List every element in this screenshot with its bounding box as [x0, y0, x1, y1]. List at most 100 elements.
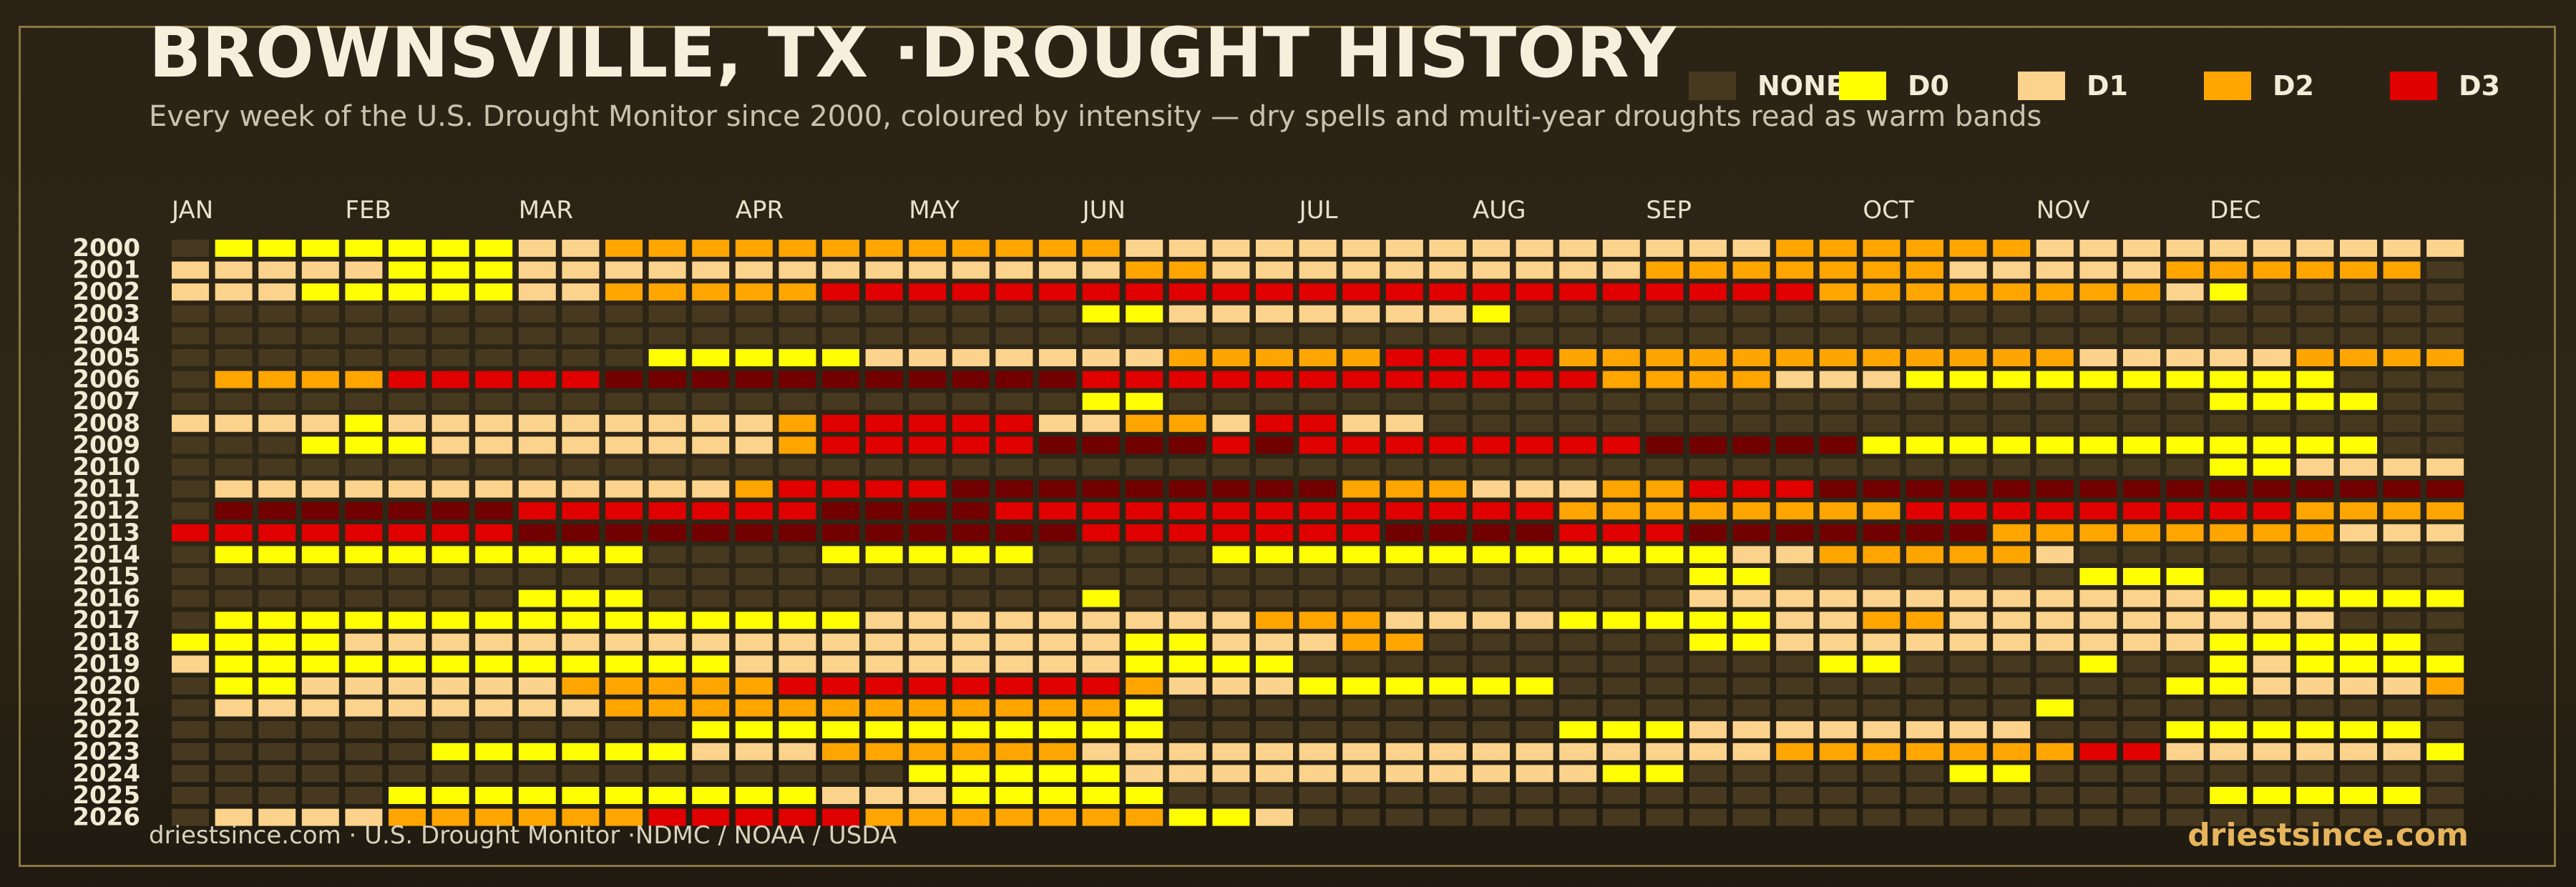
year-label-2011: 2011 [72, 475, 140, 504]
week-cell [1949, 524, 1987, 541]
week-cell [1473, 283, 1510, 301]
week-cell [2210, 305, 2248, 323]
week-cell [1602, 459, 1640, 476]
week-cell [2340, 305, 2377, 323]
week-cell [1256, 655, 1293, 673]
week-cell [2383, 699, 2421, 717]
week-cell [1212, 633, 1250, 651]
week-cell [2253, 502, 2290, 520]
week-cell [1906, 589, 1943, 607]
week-cell [1126, 589, 1163, 607]
week-cell [2123, 261, 2160, 279]
week-cell [2426, 261, 2464, 279]
week-cell [1863, 765, 1901, 783]
week-cell [1212, 655, 1250, 673]
week-cell [1169, 349, 1206, 366]
week-cell [2340, 459, 2377, 476]
week-cell [1993, 349, 2031, 366]
week-cell [431, 655, 469, 673]
week-cell [1082, 480, 1120, 498]
week-cell [2079, 765, 2117, 783]
week-cell [1473, 612, 1510, 629]
week-cell [389, 305, 426, 323]
week-cell [475, 283, 513, 301]
week-cell [1385, 808, 1423, 826]
week-cell [1212, 677, 1250, 695]
week-cell [1385, 568, 1423, 585]
week-cell [1732, 765, 1770, 783]
week-cell [1776, 393, 1814, 411]
week-cell [822, 414, 859, 432]
week-cell [475, 677, 513, 695]
week-cell [1126, 568, 1163, 585]
week-cell [995, 743, 1033, 760]
week-cell [172, 633, 209, 651]
week-cell [1646, 371, 1684, 388]
week-cell [1906, 699, 1943, 717]
week-cell [1602, 502, 1640, 520]
week-cell [1689, 568, 1727, 585]
week-cell [215, 612, 253, 629]
week-cell [909, 568, 947, 585]
week-cell [1169, 589, 1206, 607]
week-cell [258, 261, 296, 279]
year-label-2021: 2021 [72, 694, 140, 722]
week-cell [1819, 414, 1857, 432]
week-cell [1256, 283, 1293, 301]
week-cell [1646, 568, 1684, 585]
week-cell [1385, 546, 1423, 564]
week-cell [1602, 589, 1640, 607]
week-cell [389, 459, 426, 476]
week-cell [389, 655, 426, 673]
week-cell [1299, 808, 1337, 826]
week-cell [431, 787, 469, 804]
week-cell [865, 765, 903, 783]
week-cell [1473, 261, 1510, 279]
week-cell [1126, 808, 1163, 826]
week-cell [995, 327, 1033, 345]
week-cell [2340, 589, 2377, 607]
week-cell [562, 546, 600, 564]
week-cell [2036, 589, 2074, 607]
week-cell [431, 568, 469, 585]
week-cell [2079, 787, 2117, 804]
week-cell [605, 743, 643, 760]
week-cell [1256, 327, 1293, 345]
week-cell [172, 240, 209, 257]
week-cell [2253, 633, 2290, 651]
week-cell [258, 721, 296, 739]
week-cell [2210, 787, 2248, 804]
week-cell [2296, 261, 2334, 279]
week-cell [345, 612, 383, 629]
week-cell [1299, 327, 1337, 345]
week-cell [431, 327, 469, 345]
week-cell [909, 349, 947, 366]
week-cell [301, 677, 339, 695]
week-cell [562, 589, 600, 607]
week-cell [1863, 721, 1901, 739]
week-cell [389, 633, 426, 651]
week-cell [1949, 787, 1987, 804]
week-cell [475, 655, 513, 673]
week-cell [1559, 436, 1597, 454]
week-cell [1126, 459, 1163, 476]
week-cell [1039, 633, 1076, 651]
week-cell [2383, 589, 2421, 607]
week-cell [562, 240, 600, 257]
week-cell [389, 261, 426, 279]
week-cell [2296, 721, 2334, 739]
week-cell [1126, 743, 1163, 760]
week-cell [562, 327, 600, 345]
week-cell [648, 568, 686, 585]
week-cell [345, 459, 383, 476]
week-cell [1993, 327, 2031, 345]
week-cell [301, 743, 339, 760]
week-cell [172, 502, 209, 520]
week-cell [1993, 283, 2031, 301]
week-cell [692, 261, 730, 279]
week-cell [2426, 283, 2464, 301]
week-cell [1689, 787, 1727, 804]
brand-link[interactable]: driestsince.com [2187, 817, 2469, 853]
week-cell [172, 459, 209, 476]
week-cell [1342, 436, 1380, 454]
